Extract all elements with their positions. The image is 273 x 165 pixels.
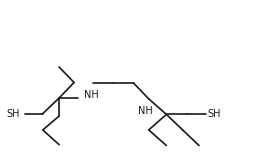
Text: NH: NH xyxy=(84,90,98,100)
Text: SH: SH xyxy=(6,109,20,119)
Text: SH: SH xyxy=(207,109,221,119)
Text: NH: NH xyxy=(138,106,153,116)
